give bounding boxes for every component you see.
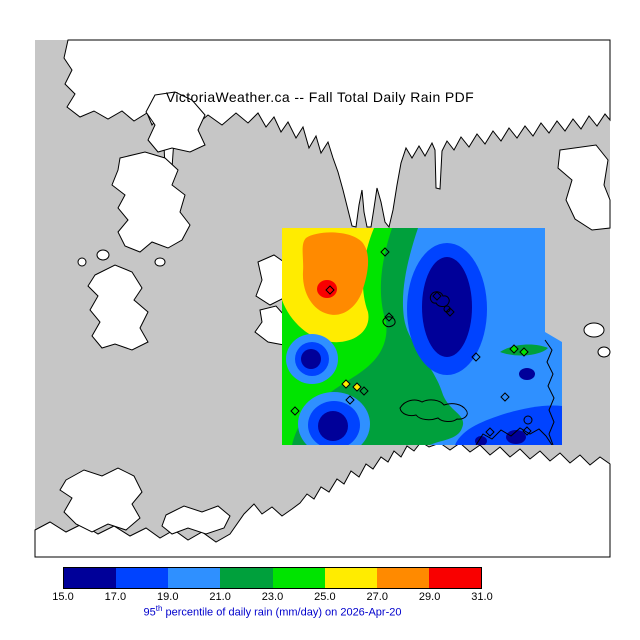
overlay-island-outline-4 xyxy=(523,415,533,425)
colorbar-cells xyxy=(63,567,482,589)
overlay-island-outline-2 xyxy=(443,305,451,313)
station-marker xyxy=(471,352,481,362)
colorbar-tick: 23.0 xyxy=(261,591,284,603)
overlay-island-chain-outline xyxy=(399,399,468,422)
station-marker xyxy=(509,344,519,354)
colorbar-tick: 19.0 xyxy=(157,591,179,603)
contour-min-core-west xyxy=(301,349,321,369)
colorbar-tick: 25.0 xyxy=(314,591,336,603)
island-west-2 xyxy=(111,151,191,253)
station-marker xyxy=(325,285,335,295)
colorbar-cell xyxy=(168,568,221,588)
colorbar-tick: 29.0 xyxy=(418,591,441,603)
overlay-coast-outline-east xyxy=(544,339,555,445)
caption: 95th percentile of daily rain (mm/day) o… xyxy=(63,604,482,619)
island-southwest-2 xyxy=(161,505,231,535)
caption-prefix: 95 xyxy=(143,606,156,619)
station-marker xyxy=(432,291,442,301)
colorbar-ticks: 15.0 17.0 19.0 21.0 23.0 25.0 27.0 29.0 31.0 xyxy=(52,591,492,605)
station-markers xyxy=(290,247,532,437)
colorbar-tick: 21.0 xyxy=(209,591,231,603)
station-marker xyxy=(519,347,529,357)
station-marker xyxy=(345,395,355,405)
island-east-small-2 xyxy=(597,346,611,358)
station-marker xyxy=(500,392,510,402)
station-marker xyxy=(445,307,455,317)
colorbar-cell xyxy=(324,568,377,588)
contour-min-core-east xyxy=(422,257,472,357)
colorbar-tick: 15.0 xyxy=(52,591,74,603)
contour-min-spot-se-1 xyxy=(519,368,535,380)
contour-overlay xyxy=(282,228,562,445)
caption-superscript: th xyxy=(155,604,163,613)
island-west-1 xyxy=(145,91,206,153)
station-marker xyxy=(359,386,369,396)
colorbar: 15.0 17.0 19.0 21.0 23.0 25.0 27.0 29.0 31.0 xyxy=(52,567,493,603)
contour-min-core-south xyxy=(318,411,348,441)
page-title: VictoriaWeather.ca -- Fall Total Daily R… xyxy=(165,89,475,105)
coast-west-of-overlay-1 xyxy=(255,254,285,306)
colorbar-cell xyxy=(272,568,325,588)
station-marker xyxy=(384,312,394,322)
island-east xyxy=(557,144,611,231)
colorbar-cell xyxy=(116,568,169,588)
colorbar-cell xyxy=(220,568,273,588)
land-south xyxy=(34,441,611,558)
island-west-small-2 xyxy=(77,257,87,267)
land-mainland-north xyxy=(63,39,611,229)
colorbar-cell xyxy=(64,568,117,588)
island-west-3 xyxy=(87,264,149,351)
island-east-small xyxy=(583,322,605,338)
overlay-island-outline-3 xyxy=(382,316,396,328)
colorbar-cell xyxy=(376,568,429,588)
station-marker xyxy=(341,379,351,389)
contour-min-spot-se-2 xyxy=(506,430,526,444)
station-marker xyxy=(380,247,390,257)
island-west-small xyxy=(96,249,110,261)
colorbar-tick: 31.0 xyxy=(471,591,493,603)
colorbar-tick: 27.0 xyxy=(366,591,388,603)
coast-west-of-overlay-2 xyxy=(254,305,285,346)
caption-rest: percentile of daily rain (mm/day) on 202… xyxy=(162,606,402,619)
overlay-coast-outline-south xyxy=(475,427,553,445)
colorbar-tick: 17.0 xyxy=(104,591,127,603)
colorbar-cell xyxy=(428,568,481,588)
overlay-island-outline-1 xyxy=(429,291,450,307)
station-marker xyxy=(485,427,495,437)
island-southwest-1 xyxy=(59,467,143,533)
contour-min-spot-se-3 xyxy=(475,436,487,445)
station-marker xyxy=(352,382,362,392)
island-west-small-3 xyxy=(154,257,166,267)
station-marker xyxy=(522,426,532,436)
station-marker xyxy=(290,406,300,416)
